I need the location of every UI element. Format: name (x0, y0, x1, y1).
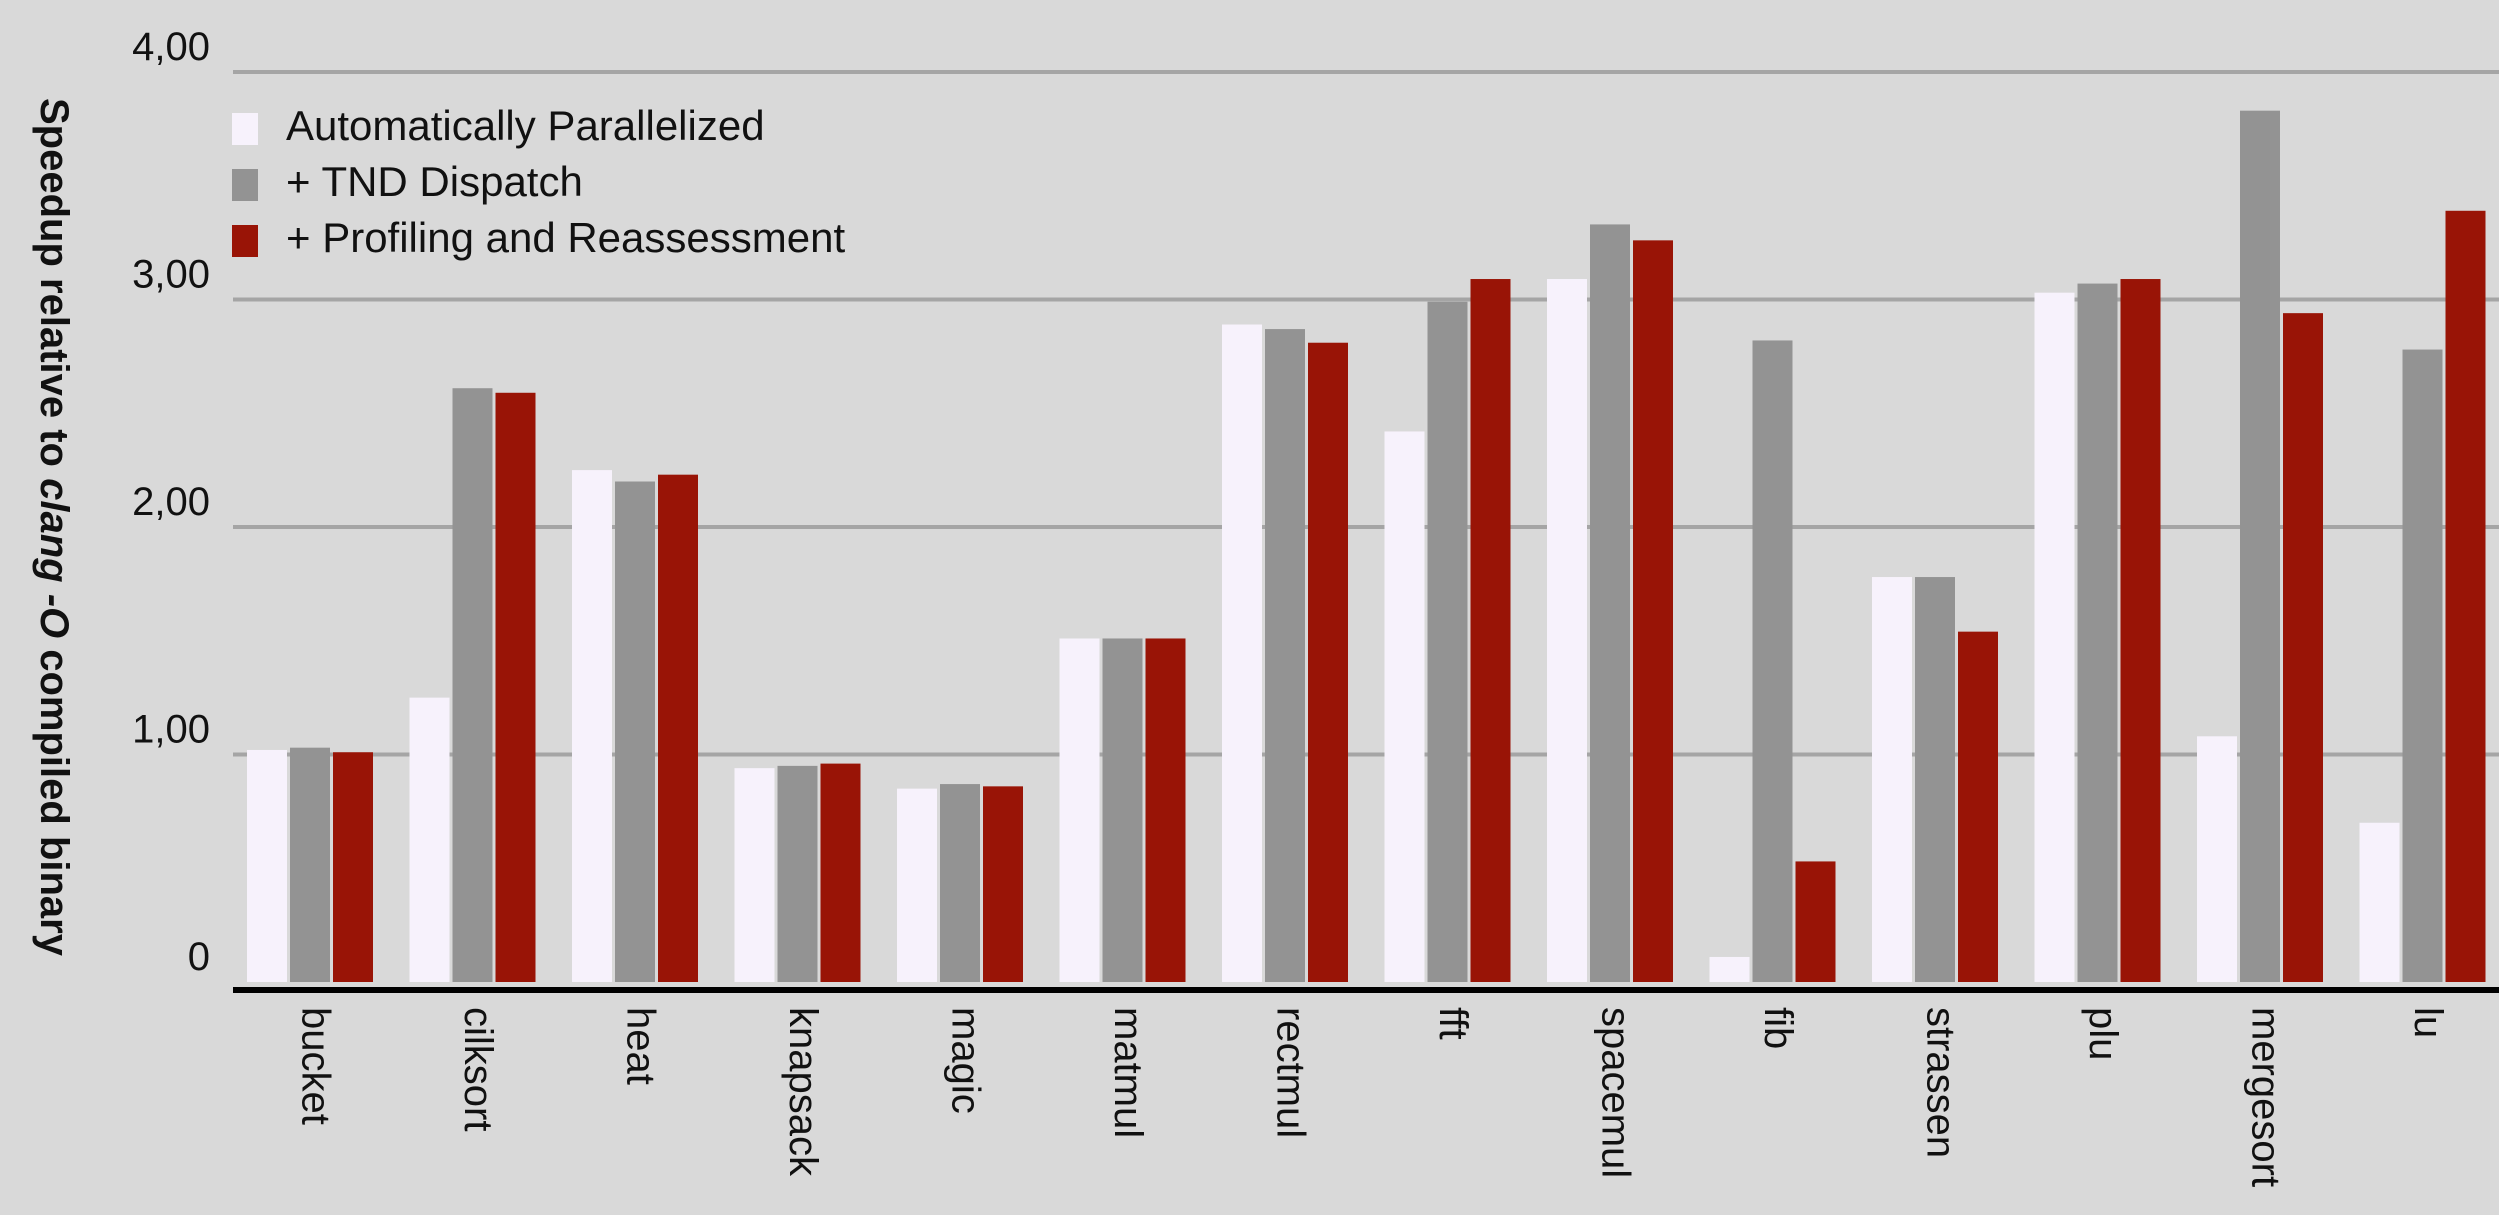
bar-matmul-1 (1059, 638, 1100, 982)
category-label-plu: plu (2081, 1007, 2125, 1060)
y-axis-title: Speedup relative to clang -O compiled bi… (32, 98, 76, 957)
bar-lu-1 (2359, 822, 2400, 982)
legend-swatch-1 (232, 113, 258, 145)
bar-heat-1 (572, 470, 612, 982)
category-label-lu: lu (2406, 1007, 2450, 1038)
bar-spacemul-1 (1547, 279, 1587, 982)
category-label-magic: magic (943, 1007, 987, 1114)
bar-rectmul-3 (1308, 342, 1348, 983)
category-label-knapsack: knapsack (781, 1007, 825, 1177)
bar-plu-3 (2120, 279, 2161, 982)
category-label-fft: fft (1431, 1007, 1475, 1040)
category-label-cilksort: cilksort (456, 1007, 500, 1131)
category-label-mergesort: mergesort (2243, 1007, 2287, 1187)
bar-bucket-2 (290, 747, 330, 982)
bar-lu-3 (2445, 210, 2486, 982)
bar-strassen-1 (1872, 577, 1912, 982)
bar-magic-1 (897, 788, 937, 982)
legend-label-1: Automatically Parallelized (286, 102, 765, 149)
legend-swatch-3 (232, 225, 258, 257)
bar-fft-1 (1384, 431, 1425, 982)
bar-mergesort-2 (2240, 110, 2280, 983)
bar-rectmul-1 (1222, 324, 1262, 982)
bar-bucket-3 (333, 752, 373, 982)
bar-cilksort-2 (452, 388, 493, 983)
bar-fft-3 (1470, 279, 1511, 982)
bar-knapsack-2 (777, 765, 818, 982)
bar-mergesort-1 (2197, 736, 2237, 982)
category-label-strassen: strassen (1918, 1007, 1962, 1158)
bar-bucket-1 (247, 749, 287, 982)
bar-magic-2 (940, 784, 980, 982)
y-tick-label: 3,00 (132, 253, 210, 297)
bar-cilksort-1 (409, 697, 450, 982)
bars (247, 110, 2486, 983)
bar-spacemul-3 (1633, 240, 1673, 983)
bar-lu-2 (2402, 349, 2443, 982)
category-label-bucket: bucket (293, 1007, 337, 1125)
category-label-rectmul: rectmul (1268, 1007, 1312, 1138)
bar-spacemul-2 (1590, 224, 1630, 983)
category-label-heat: heat (618, 1007, 662, 1085)
category-label-spacemul: spacemul (1593, 1007, 1637, 1178)
category-label-fib: fib (1756, 1007, 1800, 1049)
bar-knapsack-3 (820, 763, 861, 982)
y-tick-label: 1,00 (132, 708, 210, 752)
category-label-matmul: matmul (1106, 1007, 1150, 1138)
y-axis-title-part2: clang -O (32, 478, 76, 638)
y-tick-label: 4,00 (132, 25, 210, 69)
bar-magic-3 (983, 786, 1023, 982)
y-axis-title-part3: compiled binary (32, 638, 76, 957)
legend-swatch-2 (232, 169, 258, 201)
bar-fib-2 (1752, 340, 1793, 982)
bar-cilksort-3 (495, 392, 536, 982)
category-labels: bucket cilksort heat knapsack magic matmul rec… (293, 1007, 2450, 1187)
bar-heat-2 (615, 481, 655, 982)
legend-label-3: + Profiling and Reassessment (286, 214, 845, 261)
y-tick-label: 0 (188, 935, 210, 979)
y-axis-title-part1: Speedup relative to (32, 98, 76, 478)
legend-label-2: + TND Dispatch (286, 158, 583, 205)
bar-strassen-2 (1915, 577, 1955, 982)
bar-fib-1 (1709, 956, 1750, 982)
bar-mergesort-3 (2283, 313, 2323, 982)
legend: Automatically Parallelized + TND Dispatch… (232, 102, 845, 261)
y-tick-labels: 0 1,00 2,00 3,00 4,00 (132, 25, 210, 979)
bar-rectmul-2 (1265, 329, 1305, 982)
bar-fib-3 (1795, 861, 1836, 982)
bar-matmul-3 (1145, 638, 1186, 982)
bar-fft-2 (1427, 301, 1468, 982)
bar-matmul-2 (1102, 638, 1143, 982)
bar-plu-2 (2077, 283, 2118, 982)
bar-plu-1 (2034, 292, 2075, 982)
bar-heat-3 (658, 474, 698, 982)
y-tick-label: 2,00 (132, 480, 210, 524)
bar-knapsack-1 (734, 768, 775, 982)
bar-strassen-3 (1958, 631, 1998, 982)
